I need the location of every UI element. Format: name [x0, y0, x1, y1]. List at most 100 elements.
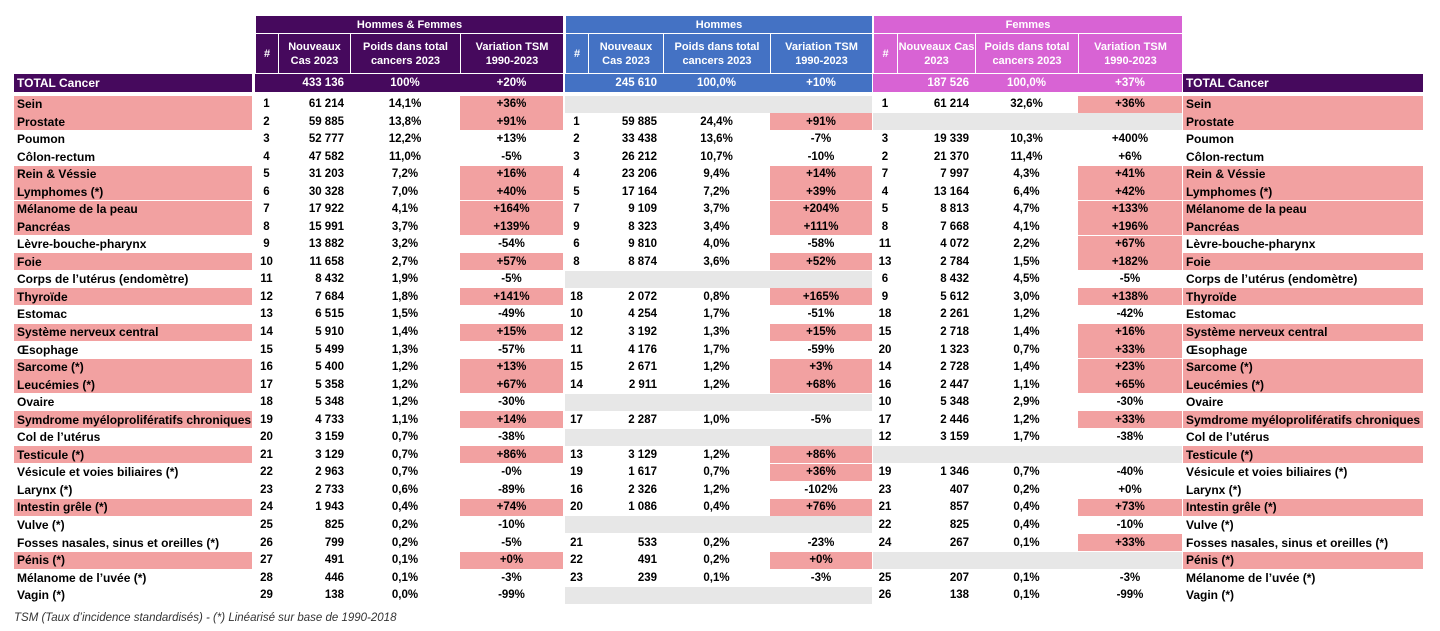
- new-cases: 8 874: [628, 255, 657, 268]
- trend: +182%: [1078, 253, 1182, 271]
- rank: 1: [573, 115, 580, 128]
- share: 24,4%: [700, 115, 733, 128]
- rank: 14: [570, 378, 583, 391]
- new-cases: 5 348: [940, 396, 969, 409]
- rank: 5: [881, 203, 889, 216]
- new-cases: 5 358: [315, 378, 344, 391]
- trend: -54%: [498, 238, 525, 251]
- row-label: Poumon: [17, 132, 65, 147]
- total-cases: 433 136: [278, 74, 350, 92]
- share: 0,7%: [391, 431, 419, 444]
- row-label: Pancréas: [14, 218, 252, 236]
- rank: 13: [878, 255, 892, 268]
- rank: 24: [260, 501, 273, 514]
- share: 0,4%: [391, 501, 419, 514]
- column-header: Variation TSM 1990-2023: [460, 34, 563, 73]
- new-cases: 15 991: [308, 220, 344, 233]
- trend: +6%: [1118, 150, 1142, 163]
- rank: 18: [570, 290, 583, 303]
- rank: 3: [263, 133, 270, 146]
- share: 0,1%: [1013, 536, 1040, 549]
- row-label: Sein: [14, 95, 252, 113]
- trend: +67%: [1078, 235, 1182, 253]
- row-label: Vésicule et voies biliaires (*): [17, 465, 179, 480]
- share: 1,2%: [703, 378, 730, 391]
- trend: -10%: [498, 518, 525, 531]
- total-label: TOTAL Cancer: [1183, 74, 1423, 92]
- row-label: Intestin grêle (*): [1183, 498, 1423, 516]
- rank: 17: [570, 413, 583, 426]
- row-label: Œsophage: [17, 342, 79, 357]
- trend: -3%: [501, 571, 522, 584]
- share: 10,3%: [1010, 133, 1043, 146]
- new-cases: 9 810: [628, 238, 657, 251]
- row-label: Testicule (*): [14, 446, 252, 464]
- trend: +73%: [1078, 498, 1182, 516]
- row-label: Pénis (*): [14, 551, 252, 569]
- group-header: Hommes: [565, 16, 872, 33]
- new-cases: 59 885: [308, 115, 344, 128]
- new-cases: 3 159: [940, 431, 969, 444]
- empty-cell: [565, 270, 872, 288]
- rank: 7: [881, 168, 889, 181]
- empty-cell: [873, 113, 1182, 131]
- rank: 27: [260, 554, 273, 567]
- rank: 11: [878, 238, 892, 251]
- share: 0,1%: [1013, 589, 1040, 602]
- row-label: Côlon-rectum: [17, 149, 95, 164]
- rank: 5: [263, 168, 270, 181]
- rank: 2: [263, 115, 270, 128]
- new-cases: 7 668: [940, 220, 969, 233]
- trend: -23%: [807, 536, 835, 549]
- new-cases: 491: [324, 554, 344, 567]
- new-cases: 5 612: [940, 290, 969, 303]
- rank: 4: [263, 150, 270, 163]
- row-label: Corps de l’utérus (endomètre): [17, 272, 189, 287]
- row-label: Fosses nasales, sinus et oreilles (*): [17, 535, 220, 550]
- share: 3,2%: [391, 238, 419, 251]
- new-cases: 59 885: [621, 115, 657, 128]
- share: 1,2%: [391, 396, 419, 409]
- share: 9,4%: [703, 168, 730, 181]
- trend: -40%: [1116, 466, 1144, 479]
- rank: 15: [260, 343, 273, 356]
- trend: -7%: [810, 133, 832, 146]
- new-cases: 4 176: [628, 343, 657, 356]
- share: 1,4%: [1013, 361, 1040, 374]
- row-label: Poumon: [1186, 132, 1234, 147]
- row-label: Thyroïde: [14, 288, 252, 306]
- rank: 16: [878, 378, 892, 391]
- trend: -58%: [807, 238, 835, 251]
- share: 1,1%: [1013, 378, 1040, 391]
- row-label: Lymphomes (*): [14, 183, 252, 201]
- row-label: Système nerveux central: [1183, 323, 1423, 341]
- trend: -57%: [498, 343, 525, 356]
- rank: 17: [878, 413, 892, 426]
- share: 1,1%: [391, 413, 419, 426]
- row-label: Rein & Véssie: [14, 165, 252, 183]
- rank: 16: [570, 483, 583, 496]
- share: 1,2%: [703, 361, 730, 374]
- trend: -42%: [1116, 308, 1144, 321]
- rank: 15: [570, 361, 583, 374]
- trend: -30%: [498, 396, 525, 409]
- share: 0,2%: [391, 518, 419, 531]
- trend: -5%: [810, 413, 832, 426]
- share: 4,3%: [1013, 168, 1040, 181]
- row-label: Vulve (*): [1186, 517, 1234, 532]
- group-header: Hommes & Femmes: [255, 16, 563, 33]
- trend: +14%: [770, 165, 872, 183]
- trend: -3%: [1119, 571, 1141, 584]
- column-header: #: [565, 34, 588, 73]
- rank: 3: [881, 133, 889, 146]
- new-cases: 6 515: [315, 308, 344, 321]
- rank: 21: [570, 536, 583, 549]
- share: 0,1%: [1013, 571, 1040, 584]
- total-share: 100%: [350, 74, 460, 92]
- trend: -51%: [807, 308, 835, 321]
- share: 0,4%: [1013, 501, 1040, 514]
- total-cases: 187 526: [897, 74, 975, 92]
- share: 2,7%: [391, 255, 419, 268]
- share: 4,1%: [391, 203, 419, 216]
- share: 1,7%: [1013, 431, 1040, 444]
